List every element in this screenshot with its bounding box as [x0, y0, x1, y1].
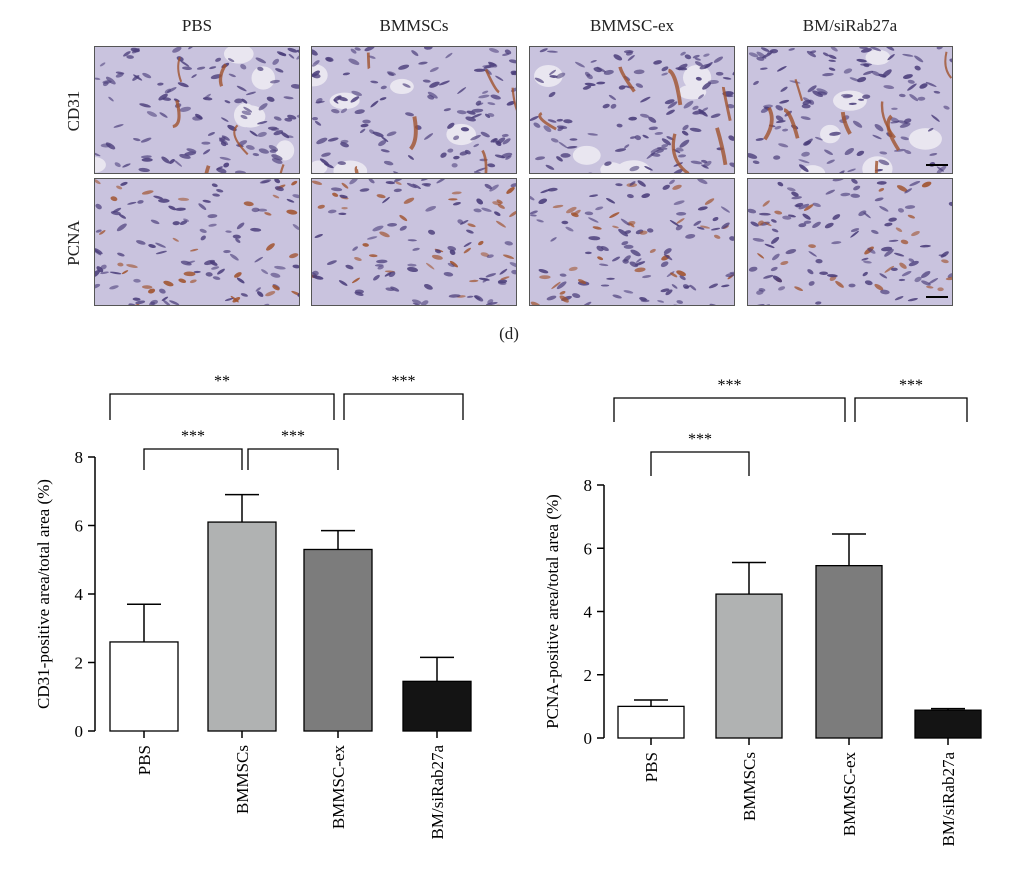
cd31-bar-chart: 0 2 4 6 8 CD31-positive area/total area (%) PB… — [34, 373, 472, 840]
bar-4 — [914, 709, 982, 739]
significance-bracket — [613, 397, 846, 422]
significance-bracket — [854, 397, 968, 422]
x-tick-label: BM/siRab27a — [428, 745, 447, 840]
significance-bracket — [143, 448, 243, 470]
x-tick-label: BMMSCs — [233, 745, 252, 814]
y-axis-label: PCNA-positive area/total area (%) — [543, 494, 562, 729]
micrograph-pcna-4 — [747, 178, 953, 306]
x-tick-label: PBS — [135, 745, 154, 775]
x-tick-label: BMMSC-ex — [329, 745, 348, 830]
bar-2 — [715, 593, 783, 739]
significance-label: ** — [214, 373, 230, 390]
significance-bracket — [343, 393, 464, 420]
column-label-bmmsc-ex: BMMSC-ex — [589, 16, 675, 35]
significance-label: *** — [899, 377, 923, 394]
pcna-bar-chart: 0 2 4 6 8 PCNA-positive area/total area (%) PB… — [543, 377, 982, 847]
bar-3 — [815, 564, 883, 739]
micrograph-pcna-3 — [529, 178, 735, 306]
x-tick-label: BMMSCs — [740, 752, 759, 821]
significance-label: *** — [688, 431, 712, 448]
micrograph-pcna-1 — [94, 178, 300, 306]
significance-label: *** — [392, 373, 416, 390]
y-tick-label: 0 — [584, 729, 593, 748]
y-tick-label: 6 — [584, 539, 593, 558]
y-tick-label: 4 — [75, 585, 84, 604]
panel-label-d: (d) — [499, 324, 519, 343]
x-tick-label: BM/siRab27a — [939, 752, 958, 847]
column-label-bmmscs: BMMSCs — [379, 16, 449, 35]
bar-2 — [207, 521, 277, 732]
y-tick-label: 2 — [75, 654, 84, 673]
y-tick-label: 2 — [584, 666, 593, 685]
significance-label: *** — [181, 428, 205, 445]
significance-bracket — [650, 451, 750, 476]
bar-3 — [303, 548, 373, 732]
column-label-pbs: PBS — [181, 16, 213, 35]
bar-1 — [109, 641, 179, 732]
micrograph-pcna-2 — [311, 178, 517, 306]
significance-label: *** — [281, 428, 305, 445]
y-tick-label: 4 — [584, 603, 593, 622]
micrograph-cd31-4 — [747, 46, 953, 174]
significance-label: *** — [718, 377, 742, 394]
column-label-bm-sirab27a: BM/siRab27a — [802, 16, 898, 35]
y-tick-label: 8 — [584, 476, 593, 495]
bar-1 — [617, 705, 685, 739]
y-axis-label: CD31-positive area/total area (%) — [34, 479, 53, 709]
row-label-pcna: PCNA — [64, 220, 83, 266]
y-tick-label: 0 — [75, 722, 84, 741]
bar-4 — [402, 680, 472, 732]
x-tick-label: PBS — [642, 752, 661, 782]
significance-bracket — [247, 448, 339, 470]
row-label-cd31: CD31 — [64, 90, 83, 132]
y-tick-label: 8 — [75, 448, 84, 467]
significance-bracket — [109, 393, 335, 420]
micrograph-cd31-3 — [529, 46, 735, 174]
micrograph-cd31-2 — [311, 46, 517, 174]
x-tick-label: BMMSC-ex — [840, 752, 859, 837]
y-tick-label: 6 — [75, 517, 84, 536]
micrograph-cd31-1 — [94, 46, 300, 174]
